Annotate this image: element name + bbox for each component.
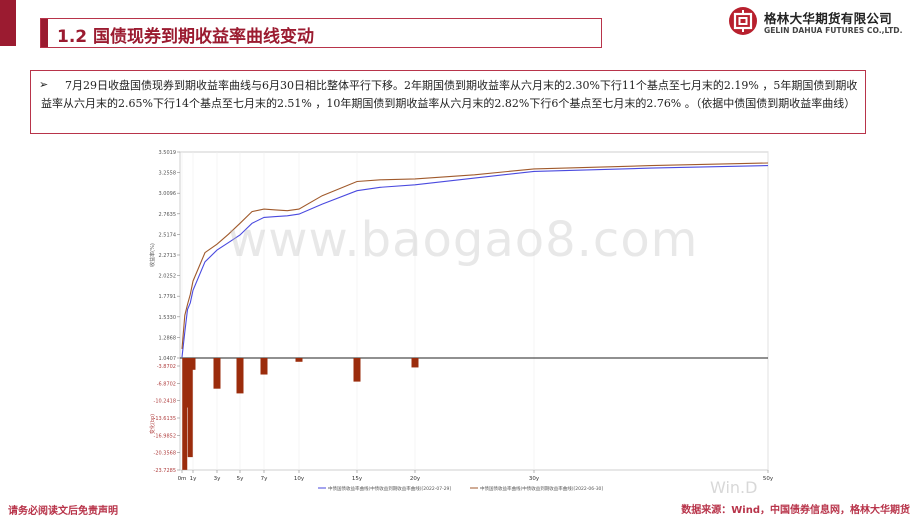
change-bar <box>411 358 419 368</box>
upper-y-tick-label: 2.0252 <box>159 274 177 280</box>
series-line-previous <box>181 162 769 349</box>
chart-svg: 1.0407 1.2868 1.5330 1.7791 2.0252 2.2713 2.51… <box>149 150 774 492</box>
lower-y-tick-label: -16.9852 <box>154 433 176 439</box>
legend-label: 中债国债收益率曲线(中债收益到期收益率曲线)[2022-07-29] <box>328 485 451 492</box>
upper-y-tick-label: 2.7635 <box>159 212 177 218</box>
x-tick-label: 3y <box>214 476 221 482</box>
change-bar <box>236 358 244 394</box>
legend-label: 中债国债收益率曲线(中债收益到期收益率曲线)[2022-06-30] <box>480 485 603 492</box>
lower-y-tick-label: -20.3568 <box>154 451 176 457</box>
x-tick-label: 5y <box>237 476 244 482</box>
x-tick-label: 7y <box>261 476 268 482</box>
summary-box: ➢ 7月29日收盘国债现券到期收益率曲线与6月30日相比整体平行下移。2年期国债… <box>30 70 866 134</box>
x-tick-label: 10y <box>294 476 305 482</box>
lower-y-tick-label: -6.8702 <box>157 381 176 387</box>
title-box: 1.2 国债现券到期收益率曲线变动 <box>40 18 602 48</box>
change-bar <box>213 358 221 389</box>
page-title: 1.2 国债现券到期收益率曲线变动 <box>57 27 315 47</box>
x-tick-label: 50y <box>763 476 774 482</box>
lower-y-tick-label: -13.6135 <box>154 416 176 422</box>
upper-y-tick-label: 2.5174 <box>159 232 177 238</box>
series-line-current <box>181 165 769 358</box>
brand-side-bar <box>0 0 16 46</box>
change-bar <box>182 358 188 470</box>
upper-y-tick-label: 3.2558 <box>159 171 177 177</box>
lower-y-tick-label: -10.2418 <box>154 399 176 405</box>
x-tick-label: 15y <box>352 476 363 482</box>
watermark: www.baogao8.com <box>228 212 699 268</box>
bullet-arrow-icon: ➢ <box>39 78 49 91</box>
os-watermark: Win.D <box>710 478 758 497</box>
x-tick-label: 20y <box>410 476 421 482</box>
x-tick-label: 1y <box>190 476 197 482</box>
disclaimer-note: 请务必阅读文后免责声明 <box>8 506 118 517</box>
company-name-cn: 格林大华期货有限公司 <box>764 11 893 26</box>
lower-y-tick-label: -3.8702 <box>157 364 176 370</box>
upper-y-tick-label: 3.5019 <box>159 150 177 156</box>
lower-y-tick-label: -23.7285 <box>154 468 176 474</box>
x-tick-label: 30y <box>529 476 540 482</box>
company-name-en: GELIN DAHUA FUTURES CO.,LTD. <box>764 26 903 35</box>
yield-curve-chart: 1.0407 1.2868 1.5330 1.7791 2.0252 2.2713 2.51… <box>138 146 778 498</box>
upper-y-axis-label: 收益率(%) <box>149 243 156 267</box>
upper-y-tick-label: 2.2713 <box>159 253 177 259</box>
change-bar <box>353 358 361 382</box>
upper-y-tick-label: 1.2868 <box>159 335 177 341</box>
change-bar <box>185 358 190 408</box>
plot-frame <box>179 151 769 471</box>
upper-y-tick-label: 3.0096 <box>159 191 177 197</box>
x-tick-label: 0m <box>178 476 187 482</box>
company-logo: 格林大华期货有限公司 GELIN DAHUA FUTURES CO.,LTD. <box>728 4 912 38</box>
summary-text: 7月29日收盘国债现券到期收益率曲线与6月30日相比整体平行下移。2年期国债到期… <box>41 79 858 110</box>
change-bar <box>187 358 193 458</box>
change-bar <box>190 358 196 370</box>
lower-y-axis-label: 变化(bp) <box>149 414 156 434</box>
upper-y-tick-label: 1.7791 <box>159 294 177 300</box>
logo-seal-icon <box>729 7 757 35</box>
change-bar <box>260 358 268 375</box>
upper-y-tick-label: 1.5330 <box>159 315 177 321</box>
upper-y-tick-label: 1.0407 <box>159 356 177 362</box>
data-source: 数据来源：Wind，中国债券信息网，格林大华期货 <box>681 505 910 516</box>
title-accent <box>41 19 48 47</box>
change-bar <box>295 358 303 362</box>
